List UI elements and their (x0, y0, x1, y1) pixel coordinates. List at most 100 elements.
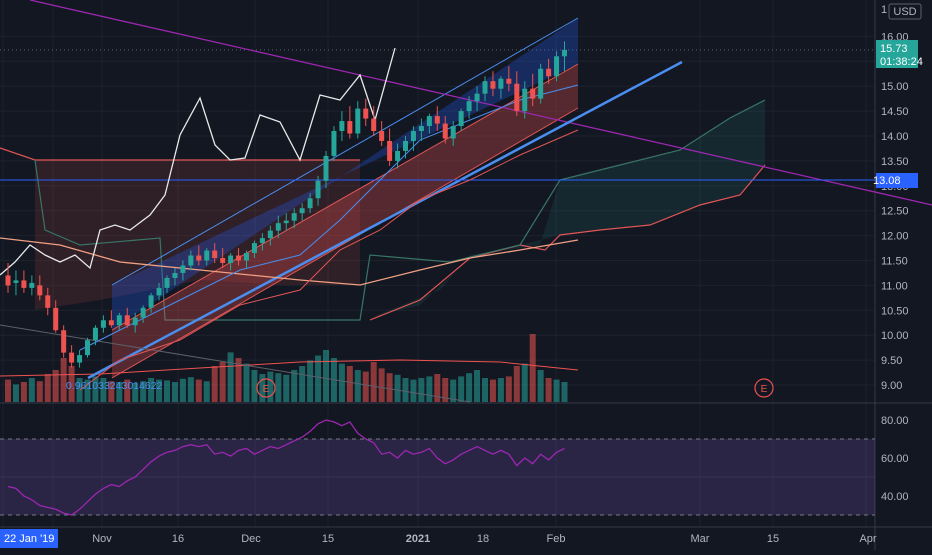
earnings-marker[interactable]: E (256, 378, 276, 398)
candle-body (164, 277, 170, 288)
ichimoku-cloud (0, 99, 766, 321)
volume-bar (259, 374, 266, 402)
date-axis[interactable]: Nov 16 Dec 15 2021 18 Feb Mar 15 Apr (92, 533, 877, 545)
candle-body (100, 320, 106, 328)
price-tick: 14.50 (881, 106, 909, 118)
hline-price-value: 13.08 (873, 175, 901, 187)
candle-body (244, 253, 249, 261)
candle-body (426, 116, 432, 127)
volume-bar (497, 378, 504, 402)
rsi-pane[interactable] (0, 419, 875, 516)
date-tick: Apr (859, 533, 876, 545)
volume-bar (148, 378, 155, 402)
candle-body (379, 131, 385, 141)
price-tick: 10.50 (881, 305, 909, 317)
volume-bar (187, 377, 194, 402)
earnings-marker-upcoming[interactable]: E (754, 378, 774, 398)
volume-bar (458, 376, 465, 402)
volume-bar (394, 374, 401, 402)
volume-bars (0, 334, 579, 402)
candle-body (124, 315, 130, 326)
candle-body (299, 208, 305, 214)
candle-body (442, 123, 448, 139)
price-tick: 12.50 (881, 206, 909, 218)
date-tick: Feb (547, 533, 566, 545)
volume-bar (60, 358, 67, 402)
volume-bar (179, 378, 186, 402)
candle-body (236, 255, 242, 261)
price-tick: 15.00 (881, 81, 909, 93)
candle-body (538, 68, 544, 99)
hline-badge[interactable]: 13.08 (873, 173, 918, 188)
earnings-letter: E (761, 384, 768, 395)
comparison-line (0, 47, 396, 276)
candle-body (156, 287, 162, 296)
price-axis[interactable]: 16.0015.5015.0014.5014.0013.5013.0012.50… (881, 31, 909, 392)
candle-body (554, 56, 560, 77)
candle-body (315, 180, 321, 199)
volume-bar (235, 358, 242, 402)
candle-body (434, 116, 440, 124)
volume-bar (521, 363, 528, 402)
rsi-axis[interactable]: 80.00 60.00 40.00 (881, 415, 909, 503)
candle-body (267, 230, 273, 239)
volume-bar (450, 379, 457, 402)
volume-bar (44, 374, 51, 402)
volume-bar (68, 366, 75, 402)
volume-bar (195, 379, 202, 402)
volume-bar (116, 382, 123, 402)
candle-body (21, 280, 27, 288)
volume-bar (354, 370, 361, 402)
candle-body (172, 272, 178, 278)
volume-bar (315, 355, 322, 402)
volume-bar (100, 378, 107, 402)
candle-body (228, 255, 234, 263)
volume-bar (76, 378, 83, 402)
volume-bar (20, 382, 27, 402)
candle-body (29, 282, 35, 288)
date-tick: Dec (241, 533, 261, 545)
volume-bar (219, 362, 226, 402)
volume-bar (84, 379, 91, 402)
candle-body (387, 140, 393, 161)
candle-body (498, 78, 504, 89)
volume-bar (132, 382, 139, 402)
volume-bar (346, 366, 353, 402)
volume-bar (489, 379, 496, 402)
volume-bar (482, 378, 488, 402)
cursor-date-badge-box (0, 529, 58, 548)
volume-bar (92, 376, 99, 402)
candle-body (562, 49, 567, 57)
volume-bar (291, 370, 298, 402)
volume-bar (402, 378, 409, 402)
volume-bar (108, 381, 115, 402)
volume-bar (426, 376, 433, 402)
volume-bar (275, 373, 282, 402)
candle-body (85, 340, 90, 356)
date-tick: Mar (691, 533, 710, 545)
volume-bar (410, 379, 417, 402)
currency-badge[interactable]: USD (888, 3, 922, 20)
volume-bar (124, 379, 131, 402)
candle-body (371, 118, 377, 132)
price-tick: 12.00 (881, 231, 909, 243)
volume-bar (434, 374, 441, 402)
candle-body (196, 255, 202, 261)
candle-body (108, 320, 114, 326)
price-tick: 14.00 (881, 131, 909, 143)
purple-trendline (29, 0, 932, 206)
candle-body (148, 295, 154, 308)
candle-body (474, 93, 480, 102)
volume-ma (0, 359, 579, 377)
volume-bar (442, 378, 449, 402)
candle-body (458, 111, 464, 127)
candle-body (5, 275, 11, 286)
bar-countdown: 01:38:24 (880, 56, 923, 68)
candle-body (395, 150, 401, 161)
candle-body (530, 88, 536, 99)
date-tick: 18 (477, 533, 489, 545)
date-tick: 2021 (406, 533, 430, 545)
earnings-letter: E (263, 384, 270, 395)
